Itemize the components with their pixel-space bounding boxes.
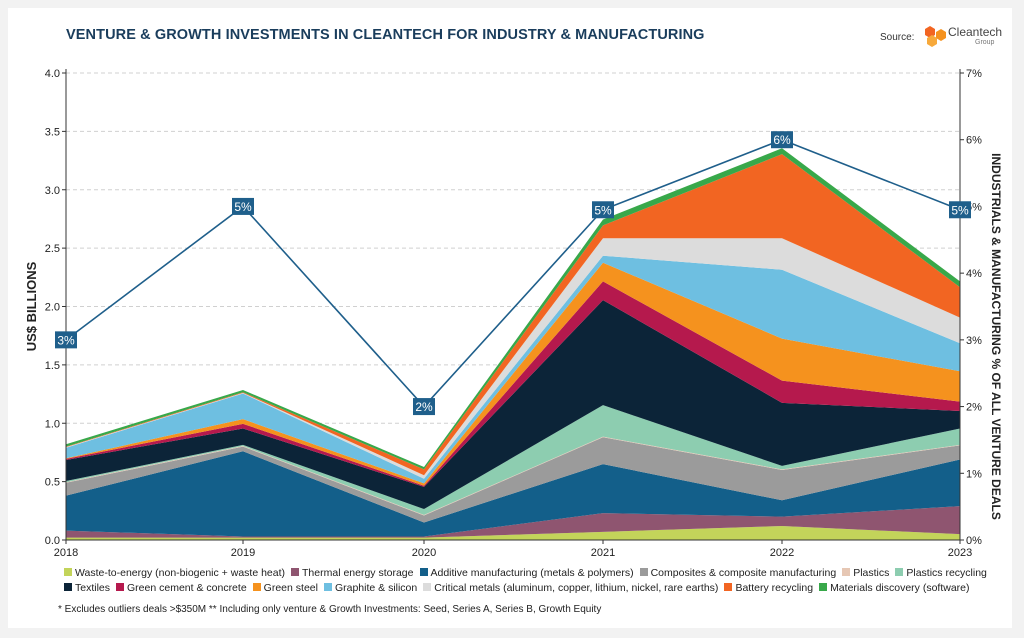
legend-label: Composites & composite manufacturing [650, 567, 837, 579]
area-green-cement-concrete [66, 281, 960, 487]
legend-label: Green cement & concrete [127, 582, 247, 594]
stacked-area-chart: 0.0 0.5 1.0 1.5 2.0 2.5 3.0 3.5 4.0 0% 1% 2% 3% 4% 5% 6… [24, 68, 1003, 559]
y2-tick-label: 1% [966, 468, 982, 480]
percent-label: 5% [594, 203, 612, 217]
legend-item-waste-to-energy-non-biogenic-waste-heat: Waste-to-energy (non-biogenic + waste he… [64, 566, 285, 581]
legend-label: Battery recycling [735, 582, 814, 594]
percent-line [65, 138, 961, 408]
percent-label: 6% [773, 133, 791, 147]
y-tick-label: 4.0 [45, 68, 60, 80]
legend-item-green-cement-concrete: Green cement & concrete [116, 581, 247, 596]
legend-swatch [895, 568, 904, 576]
legend-swatch [639, 568, 648, 576]
legend-swatch [724, 583, 733, 591]
percent-label-box [413, 398, 435, 416]
percent-label-box [949, 201, 971, 219]
footnote: * Excludes outliers deals >$350M ** Incl… [58, 604, 602, 615]
legend-item-graphite-silicon: Graphite & silicon [323, 581, 418, 596]
y-tick-label: 0.5 [45, 477, 60, 489]
legend-swatch [423, 583, 432, 591]
area-green-steel [66, 262, 960, 486]
percent-label-box [55, 331, 77, 349]
chart-legend: Waste-to-energy (non-biogenic + waste he… [64, 566, 1004, 596]
legend-item-additive-manufacturing-metals-polymers: Additive manufacturing (metals & polymer… [419, 566, 634, 581]
legend-swatch [819, 583, 828, 591]
y-tick-label: 0.0 [45, 535, 60, 547]
legend-item-battery-recycling: Battery recycling [724, 581, 813, 596]
y2-tick-label: 2% [966, 402, 982, 414]
percent-label: 5% [234, 200, 252, 214]
area-critical-metals-aluminum-copper-lithium-nickel-rare-earths [66, 238, 960, 479]
y2-tick-label: 7% [966, 68, 982, 80]
chart-title: VENTURE & GROWTH INVESTMENTS IN CLEANTEC… [66, 27, 705, 43]
legend-swatch [64, 583, 72, 591]
legend-item-green-steel: Green steel [252, 581, 318, 596]
x-tick-label: 2023 [948, 547, 972, 559]
area-graphite-silicon [66, 255, 960, 484]
percent-label-box [592, 201, 614, 219]
percent-label-box [232, 197, 254, 215]
legend-label: Waste-to-energy (non-biogenic + waste he… [75, 567, 286, 579]
legend-item-thermal-energy-storage: Thermal energy storage [291, 566, 414, 581]
legend-swatch [116, 583, 125, 591]
area-plastics [66, 436, 960, 516]
area-thermal-energy-storage [66, 506, 960, 538]
logo-name: Cleantech [948, 25, 1003, 39]
legend-item-critical-metals-aluminum-copper-lithium-nickel-rare-earths: Critical metals (aluminum, copper, lithi… [423, 581, 718, 596]
x-tick-label: 2020 [412, 547, 436, 559]
area-composites-composite-manufacturing [66, 437, 960, 523]
legend-swatch [323, 583, 332, 591]
legend-item-plastics-recycling: Plastics recycling [895, 566, 987, 581]
x-tick-label: 2021 [591, 547, 615, 559]
legend-swatch [252, 583, 261, 591]
y-tick-label: 1.5 [45, 360, 60, 372]
percent-label-box [771, 131, 793, 149]
percent-label: 2% [415, 400, 433, 414]
y2-tick-label: 0% [966, 535, 982, 547]
legend-item-materials-discovery-software: Materials discovery (software) [819, 581, 970, 596]
legend-label: Thermal energy storage [302, 567, 414, 579]
area-additive-manufacturing-metals-polymers [66, 451, 960, 537]
source-label: Source: [880, 32, 915, 43]
y-tick-label: 2.5 [45, 243, 60, 255]
legend-label: Critical metals (aluminum, copper, lithi… [434, 582, 719, 594]
logo-sub: Group [975, 39, 995, 46]
legend-item-plastics: Plastics [842, 566, 889, 581]
area-battery-recycling [66, 154, 960, 476]
y-axis-title: US$ BILLIONS [24, 261, 39, 351]
y-tick-label: 3.0 [45, 185, 60, 197]
legend-label: Green steel [263, 582, 318, 594]
x-tick-label: 2018 [54, 547, 78, 559]
legend-label: Plastics [853, 567, 890, 579]
percent-label: 3% [57, 333, 75, 347]
y-tick-label: 1.0 [45, 418, 60, 430]
y-tick-label: 2.0 [45, 302, 60, 314]
legend-swatch [291, 568, 300, 576]
legend-label: Textiles [75, 582, 111, 594]
area-waste-to-energy-non-biogenic-waste-heat [66, 525, 960, 540]
y2-tick-label: 6% [966, 135, 982, 147]
y-tick-label: 3.5 [45, 126, 60, 138]
legend-swatch [64, 568, 72, 576]
legend-item-textiles: Textiles [64, 581, 110, 596]
y2-tick-label: 4% [966, 268, 982, 280]
legend-label: Plastics recycling [906, 567, 987, 579]
legend-swatch [419, 568, 428, 576]
percent-label: 5% [951, 203, 969, 217]
y2-axis-title: INDUSTRIALS & MANUFACTURING % OF ALL VEN… [989, 153, 1003, 520]
legend-item-composites-composite-manufacturing: Composites & composite manufacturing [639, 566, 837, 581]
area-textiles [66, 300, 960, 510]
cleantech-logo-icon [925, 26, 946, 47]
legend-label: Materials discovery (software) [830, 582, 970, 594]
area-plastics-recycling [66, 405, 960, 515]
legend-swatch [842, 568, 851, 576]
legend-label: Graphite & silicon [334, 582, 418, 594]
legend-label: Additive manufacturing (metals & polymer… [430, 567, 634, 579]
x-tick-label: 2022 [770, 547, 794, 559]
y2-tick-label: 3% [966, 335, 982, 347]
x-tick-label: 2019 [231, 547, 255, 559]
